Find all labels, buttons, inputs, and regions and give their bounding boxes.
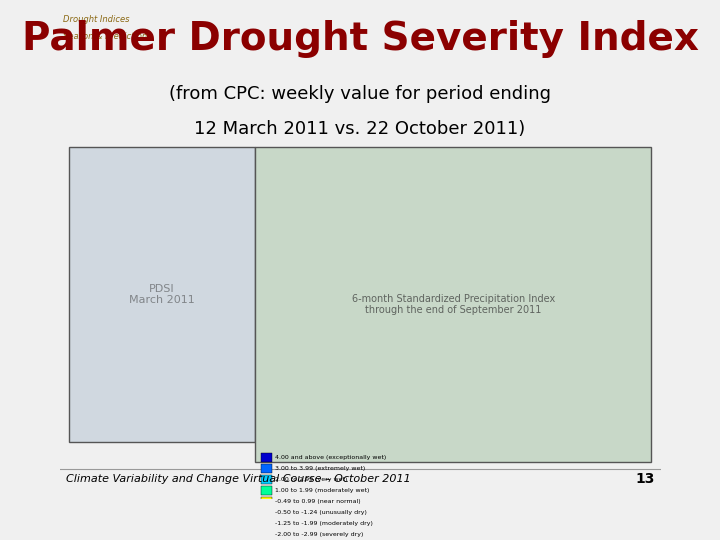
Bar — [261, 453, 271, 462]
Bar — [261, 530, 271, 539]
FancyBboxPatch shape — [255, 147, 652, 462]
FancyBboxPatch shape — [68, 147, 255, 442]
Bar — [261, 497, 271, 506]
Text: Climate Variability and Change Virtual Course – October 2011: Climate Variability and Change Virtual C… — [66, 474, 410, 484]
Bar — [261, 464, 271, 473]
Text: (from CPC: weekly value for period ending: (from CPC: weekly value for period endin… — [169, 85, 551, 103]
Text: 2.00 to 2.99 (very wet): 2.00 to 2.99 (very wet) — [274, 477, 347, 482]
Text: 1.00 to 1.99 (moderately wet): 1.00 to 1.99 (moderately wet) — [274, 488, 369, 493]
Text: -0.49 to 0.99 (near normal): -0.49 to 0.99 (near normal) — [274, 499, 360, 504]
Text: 12 March 2011 vs. 22 October 2011): 12 March 2011 vs. 22 October 2011) — [194, 120, 526, 138]
Text: -1.25 to -1.99 (moderately dry): -1.25 to -1.99 (moderately dry) — [274, 521, 372, 526]
Text: Drought Indices: Drought Indices — [63, 15, 129, 24]
Text: 3.00 to 3.99 (extremely wet): 3.00 to 3.99 (extremely wet) — [274, 466, 365, 471]
Text: 6-month Standardized Precipitation Index
through the end of September 2011: 6-month Standardized Precipitation Index… — [351, 294, 555, 315]
Bar — [261, 519, 271, 528]
Text: Season & Predictions: Season & Predictions — [63, 32, 151, 42]
Text: 13: 13 — [635, 472, 654, 487]
Bar — [261, 486, 271, 495]
Text: 4.00 and above (exceptionally wet): 4.00 and above (exceptionally wet) — [274, 455, 386, 460]
Text: PDSI
March 2011: PDSI March 2011 — [129, 284, 194, 305]
Bar — [261, 475, 271, 484]
Text: -2.00 to -2.99 (severely dry): -2.00 to -2.99 (severely dry) — [274, 532, 363, 537]
Text: Palmer Drought Severity Index: Palmer Drought Severity Index — [22, 20, 698, 58]
Bar — [261, 508, 271, 517]
Text: -0.50 to -1.24 (unusually dry): -0.50 to -1.24 (unusually dry) — [274, 510, 366, 515]
